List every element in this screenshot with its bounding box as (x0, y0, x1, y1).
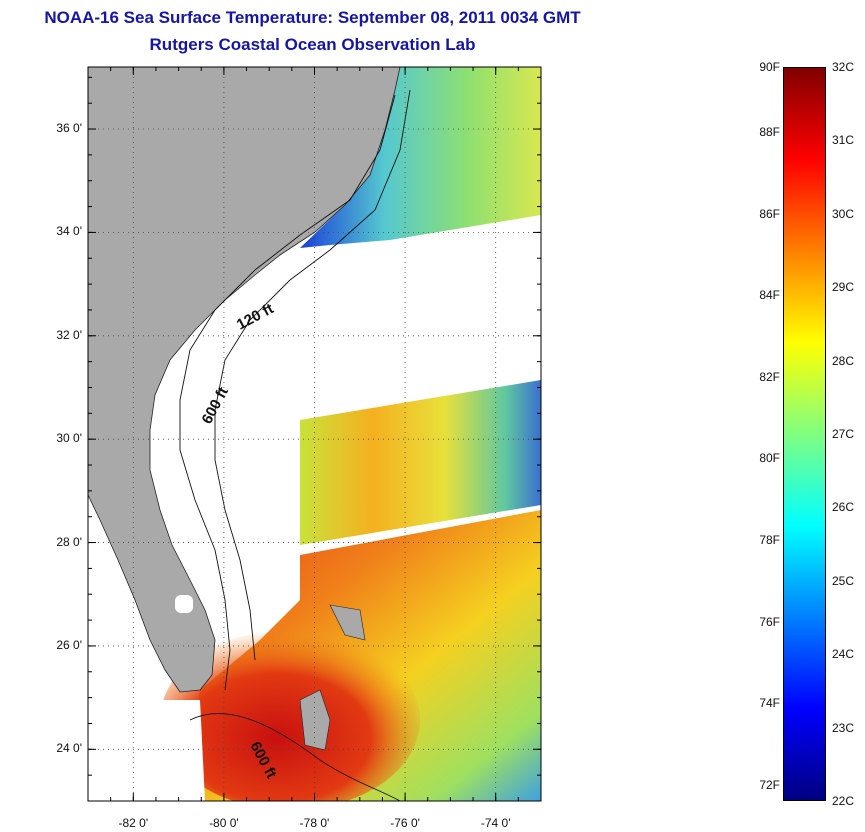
colorbar-celsius-label: 25C (832, 573, 855, 588)
latitude-label: 26 0' (56, 637, 82, 652)
contour-120ft (179, 94, 396, 691)
colorbar-celsius-label: 22C (832, 794, 855, 808)
contour-600ft-south (189, 713, 401, 801)
longitude-label: -80 0' (209, 816, 239, 830)
longitude-label: -74 0' (480, 816, 511, 830)
colorbar-fahrenheit-label: 78F (759, 533, 780, 548)
latitude-label: 24 0' (56, 741, 82, 756)
colorbar-fahrenheit-label: 90F (759, 60, 780, 74)
latitude-label: 34 0' (56, 224, 82, 239)
sst-swath-north (300, 67, 541, 248)
longitude-label: -76 0' (390, 816, 420, 830)
longitude-label: -82 0' (118, 816, 149, 830)
axis-ticks (87, 67, 542, 802)
colorbar-celsius-label: 32C (832, 60, 855, 74)
lake-okeechobee (175, 595, 193, 613)
bahamas-island (329, 604, 366, 641)
colorbar-celsius-label: 30C (832, 206, 855, 221)
longitude-label: -78 0' (299, 816, 330, 830)
colorbar-fahrenheit-label: 84F (759, 288, 780, 303)
colorbar-celsius-label: 24C (832, 647, 855, 662)
colorbar-fahrenheit-label: 76F (759, 614, 780, 629)
colorbar-fahrenheit-label: 86F (759, 206, 780, 221)
colorbar-fahrenheit-label: 88F (759, 125, 780, 140)
colorbar-celsius-label: 29C (832, 280, 855, 295)
colorbar-celsius-label: 26C (832, 500, 855, 515)
latitude-label: 28 0' (56, 534, 82, 549)
sst-swath-middle (300, 380, 541, 545)
us-east-coast-land (88, 67, 401, 693)
colorbar-celsius-label: 27C (832, 427, 855, 441)
colorbar-fahrenheit-label: 82F (759, 369, 780, 384)
colorbar-celsius-label: 23C (832, 720, 855, 735)
colorbar-fahrenheit-label: 74F (759, 696, 780, 711)
graticule (88, 67, 541, 801)
latitude-label: 32 0' (56, 327, 82, 342)
warm-water-patch (160, 630, 420, 801)
map-title: NOAA-16 Sea Surface Temperature: Septemb… (44, 8, 581, 27)
contour-600ft (214, 89, 411, 661)
latitude-label: 30 0' (56, 431, 82, 446)
bahamas-island (299, 689, 331, 751)
temperature-colorbar (783, 67, 826, 801)
map-subtitle: Rutgers Coastal Ocean Observation Lab (149, 35, 476, 54)
colorbar-celsius-label: 28C (832, 353, 855, 368)
colorbar-fahrenheit-label: 72F (759, 777, 780, 792)
colorbar-celsius-label: 31C (832, 133, 855, 148)
map-plot-area: 120 ft 600 ft 600 ft (88, 67, 541, 801)
latitude-label: 36 0' (56, 121, 82, 136)
colorbar-fahrenheit-label: 80F (759, 451, 780, 466)
